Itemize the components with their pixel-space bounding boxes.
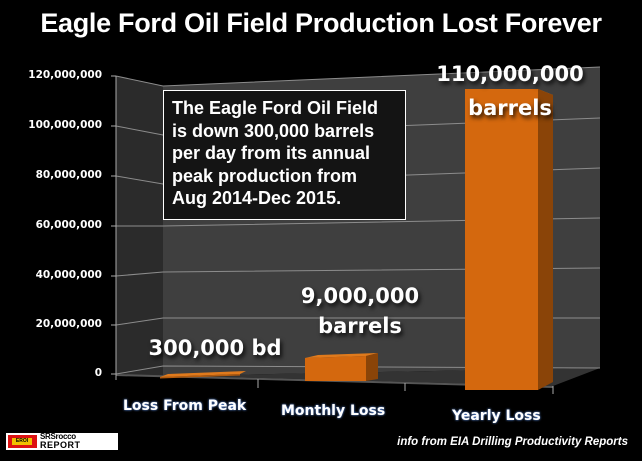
callout-line: is down 300,000 barrels [172,120,375,141]
y-tick-label: 120,000,000 [28,69,102,81]
y-tick-label: 40,000,000 [35,269,102,281]
source-note: info from EIA Drilling Productivity Repo… [397,436,628,448]
y-tick-label: 20,000,000 [35,318,102,330]
x-category-label: Monthly Loss [281,403,386,419]
y-tick-label: 60,000,000 [35,219,102,231]
data-label-yearly-loss-unit: barrels [468,96,552,120]
data-label-monthly-loss-value: 9,000,000 [300,284,420,308]
bar-monthly-loss [305,353,378,381]
annotation-callout: The Eagle Ford Oil Field is down 300,000… [163,90,406,220]
x-category-label: Loss From Peak [123,398,247,414]
callout-line: The Eagle Ford Oil Field [172,98,379,118]
x-category-label: Yearly Loss [452,408,541,424]
data-label-yearly-loss-value: 110,000,000 [436,62,584,86]
callout-line: Aug 2014-Dec 2015. [172,188,342,208]
y-tick-label: 80,000,000 [35,169,102,181]
chart-title: Eagle Ford Oil Field Production Lost For… [40,8,602,38]
usa-map-icon: EROI [8,435,37,448]
bar-yearly-loss [465,89,553,390]
srsrocco-report-logo: EROI SRSrocco REPORT [6,433,118,450]
y-tick-label: 0 [94,367,102,379]
bar-loss-from-peak [160,371,246,379]
callout-line: per day from its annual [172,143,371,163]
y-tick-label: 100,000,000 [28,119,102,131]
callout-line: peak production from [172,165,358,186]
data-label-monthly-loss-unit: barrels [318,314,402,338]
data-label-loss-from-peak: 300,000 bd [148,336,282,360]
